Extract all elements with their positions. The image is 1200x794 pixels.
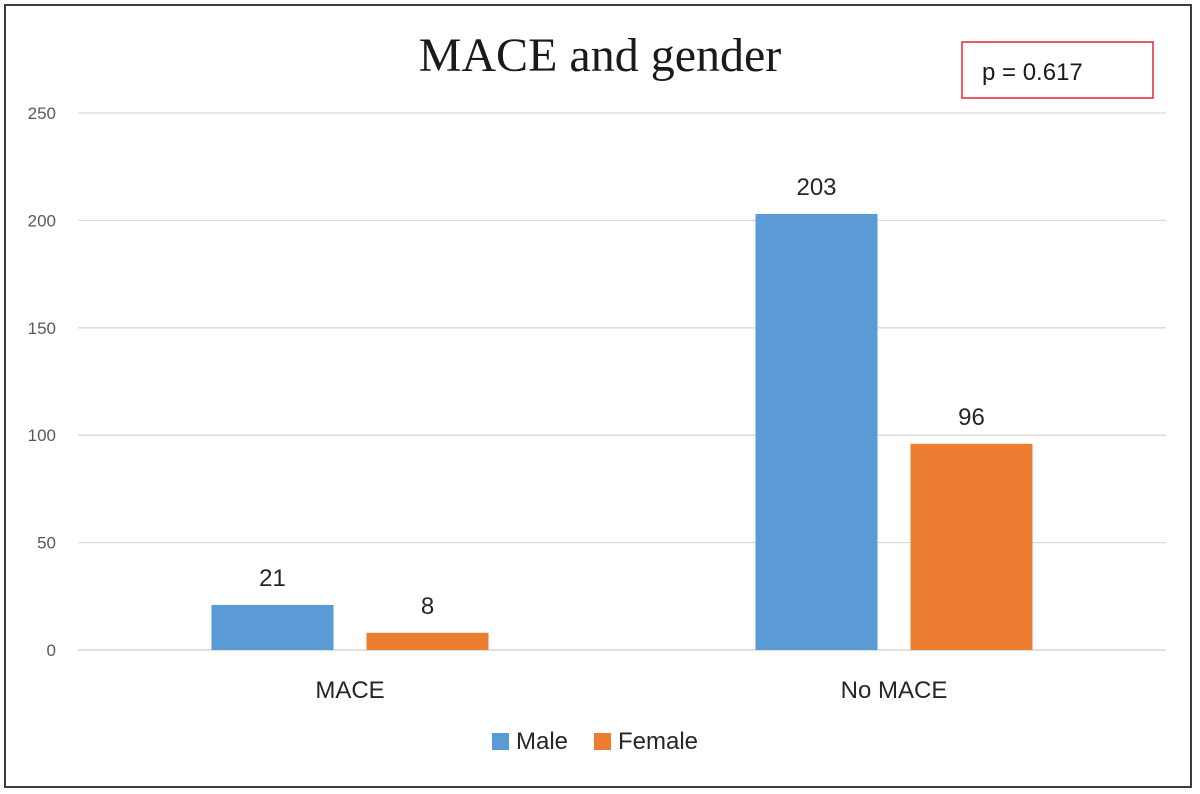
data-label: 21 bbox=[259, 565, 286, 592]
y-tick-label: 0 bbox=[47, 641, 56, 660]
y-tick-label: 100 bbox=[28, 426, 56, 445]
legend-label-male: Male bbox=[516, 728, 568, 755]
bars bbox=[211, 213, 1033, 650]
y-axis-ticks: 0 50 100 150 200 250 bbox=[28, 104, 56, 660]
p-value-box bbox=[961, 41, 1154, 99]
data-label: 8 bbox=[421, 593, 434, 620]
y-tick-label: 50 bbox=[37, 534, 56, 553]
p-value-annotation: p = 0.617 bbox=[982, 59, 1083, 86]
bar-male-no-mace bbox=[755, 213, 878, 650]
legend-swatch-male bbox=[492, 733, 509, 750]
data-label: 96 bbox=[958, 404, 985, 431]
x-axis-categories: MACE No MACE bbox=[315, 677, 947, 704]
bar-male-mace bbox=[211, 604, 334, 650]
data-labels: 21 8 203 96 bbox=[259, 174, 985, 620]
y-tick-label: 200 bbox=[28, 211, 56, 230]
chart-title: MACE and gender bbox=[419, 29, 782, 82]
legend-label-female: Female bbox=[618, 728, 698, 755]
y-tick-label: 250 bbox=[28, 104, 56, 123]
bar-female-no-mace bbox=[910, 443, 1033, 650]
x-category-label: MACE bbox=[315, 677, 384, 704]
chart-frame bbox=[4, 4, 1192, 788]
data-label: 203 bbox=[796, 174, 836, 201]
bar-female-mace bbox=[366, 632, 489, 650]
x-category-label: No MACE bbox=[841, 677, 948, 704]
legend: Male Female bbox=[492, 728, 698, 755]
legend-swatch-female bbox=[594, 733, 611, 750]
y-tick-label: 150 bbox=[28, 319, 56, 338]
